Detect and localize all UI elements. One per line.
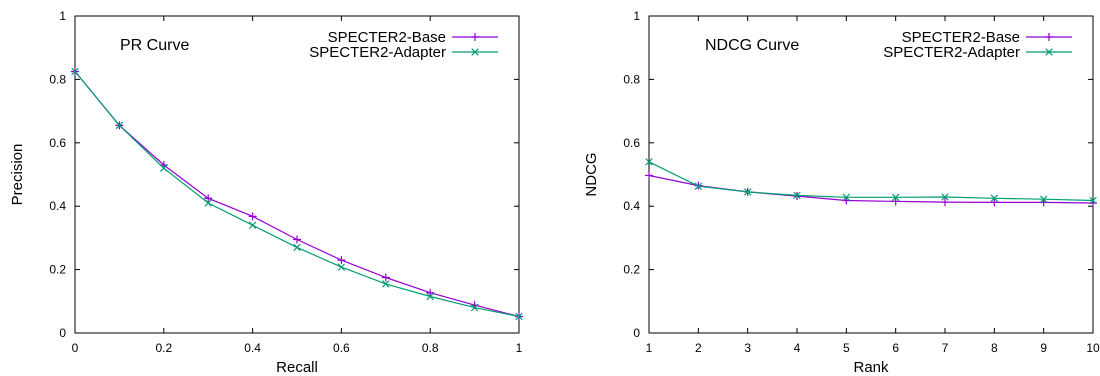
data-point-specter2-adapter — [793, 191, 801, 200]
data-point-specter2-adapter — [694, 182, 703, 190]
legend-marker — [471, 48, 479, 56]
legend-label: SPECTER2-Base — [902, 29, 1020, 46]
data-point-specter2-adapter — [941, 193, 949, 201]
data-point-specter2-adapter — [248, 221, 257, 229]
legend-marker — [1045, 33, 1053, 41]
ndcg-curve-chart: 1 2 3 4 5 6 7 8 9 10 0 0.2 0.4 0.6 0.8 1 Rank NDCG NDCG Cu… — [583, 9, 1100, 376]
data-point-specter2-adapter — [426, 292, 434, 301]
chart-title: NDCG Curve — [705, 37, 799, 54]
data-point-specter2-adapter — [337, 263, 346, 271]
data-point-specter2-base — [426, 288, 435, 297]
data-point-specter2-base — [293, 235, 301, 244]
y-tick-label: 0.8 — [623, 72, 640, 86]
x-tick-label: 6 — [892, 341, 899, 355]
y-tick-label: 0.2 — [49, 263, 66, 277]
pr-curve-chart: 0 0.2 0.4 0.6 0.8 1 0 0.2 0.4 0.6 0.8 1 Recall Precis… — [9, 9, 523, 376]
data-point-specter2-base — [381, 273, 390, 282]
data-point-specter2-adapter — [1039, 195, 1048, 203]
x-tick-label: 0.2 — [155, 341, 172, 355]
x-tick-label: 9 — [1040, 341, 1047, 355]
data-point-specter2-base — [337, 256, 346, 265]
data-point-specter2-adapter — [645, 158, 653, 166]
y-tick-label: 0.8 — [49, 72, 66, 86]
y-tick-label: 1 — [633, 9, 640, 23]
x-axis-label: Rank — [853, 359, 889, 376]
legend-label: SPECTER2-Base — [328, 29, 446, 46]
legend-label: SPECTER2-Adapter — [883, 44, 1020, 61]
y-tick-label: 0 — [633, 326, 640, 340]
data-point-specter2-adapter — [1089, 196, 1097, 205]
series-line-specter2-adapter — [648, 161, 1094, 202]
legend-marker — [471, 33, 479, 41]
data-point-specter2-adapter — [470, 303, 479, 312]
x-tick-label: 0.4 — [244, 341, 261, 355]
x-tick-label: 10 — [1086, 341, 1100, 355]
data-point-specter2-base — [204, 194, 213, 203]
x-tick-label: 2 — [695, 341, 702, 355]
data-point-specter2-adapter — [842, 193, 851, 202]
y-tick-label: 0.6 — [49, 136, 66, 150]
x-tick-label: 0 — [72, 341, 79, 355]
data-point-specter2-base — [248, 212, 257, 221]
chart-title: PR Curve — [120, 37, 189, 54]
x-tick-label: 8 — [991, 341, 998, 355]
data-point-specter2-adapter — [71, 67, 79, 76]
data-point-specter2-adapter — [990, 194, 999, 202]
x-axis-label: Recall — [276, 359, 318, 376]
y-axis-label: NDCG — [583, 152, 600, 196]
x-tick-label: 4 — [794, 341, 801, 355]
data-point-specter2-base — [990, 198, 999, 207]
x-tick-label: 1 — [516, 341, 523, 355]
x-tick-label: 3 — [744, 341, 751, 355]
data-point-specter2-adapter — [160, 164, 168, 172]
y-tick-label: 0.4 — [623, 199, 640, 213]
y-tick-label: 0.4 — [49, 199, 66, 213]
y-tick-label: 1 — [59, 9, 66, 23]
series-line-specter2-adapter — [74, 71, 520, 318]
y-tick-label: 0.2 — [623, 263, 640, 277]
x-tick-label: 0.8 — [422, 341, 439, 355]
data-point-specter2-base — [645, 171, 653, 180]
y-tick-label: 0.6 — [623, 136, 640, 150]
y-tick-label: 0 — [59, 326, 66, 340]
data-point-specter2-adapter — [382, 280, 390, 288]
legend-label: SPECTER2-Adapter — [309, 44, 446, 61]
data-point-specter2-adapter — [204, 199, 212, 207]
x-tick-label: 1 — [646, 341, 653, 355]
data-point-specter2-adapter — [891, 193, 900, 202]
x-tick-label: 7 — [942, 341, 949, 355]
data-point-specter2-adapter — [293, 243, 301, 252]
y-axis-label: Precision — [9, 144, 26, 206]
legend-marker — [1045, 48, 1053, 56]
data-point-specter2-base — [891, 197, 900, 206]
x-tick-label: 5 — [843, 341, 850, 355]
data-point-specter2-base — [941, 198, 949, 207]
plot-frame — [74, 15, 520, 334]
series-line-specter2-base — [74, 71, 520, 318]
data-point-specter2-adapter — [743, 188, 752, 196]
data-point-specter2-adapter — [115, 121, 124, 130]
plot-frame — [648, 15, 1094, 334]
data-point-specter2-adapter — [515, 312, 523, 321]
x-tick-label: 0.6 — [333, 341, 350, 355]
